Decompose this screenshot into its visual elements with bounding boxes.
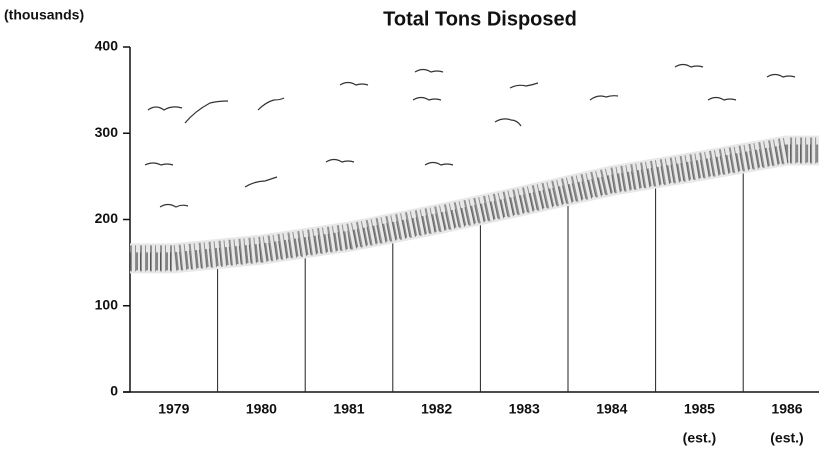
x-tick-note: (est.) — [683, 430, 716, 446]
x-tick-label: 1979 — [158, 401, 189, 417]
birds — [145, 65, 795, 208]
x-tick-label: 1983 — [509, 401, 540, 417]
x-tick-label: 1980 — [246, 401, 277, 417]
y-axis-label: (thousands) — [4, 7, 84, 23]
y-tick-label: 200 — [95, 210, 119, 226]
x-tick-note: (est.) — [770, 430, 803, 446]
chart-title: Total Tons Disposed — [383, 8, 577, 30]
y-tick-label: 300 — [95, 124, 119, 140]
x-tick-label: 1985 — [684, 401, 715, 417]
y-tick-label: 0 — [110, 383, 118, 399]
x-tick-label: 1981 — [333, 401, 364, 417]
chart: (thousands) Total Tons Disposed 0 100 200 3… — [0, 0, 819, 453]
x-tick-label: 1982 — [421, 401, 452, 417]
x-tick-label: 1986 — [771, 401, 802, 417]
trash-pile — [130, 151, 819, 259]
x-tick-label: 1984 — [596, 401, 627, 417]
y-tick-label: 100 — [95, 296, 119, 312]
y-tick-label: 400 — [95, 38, 119, 54]
